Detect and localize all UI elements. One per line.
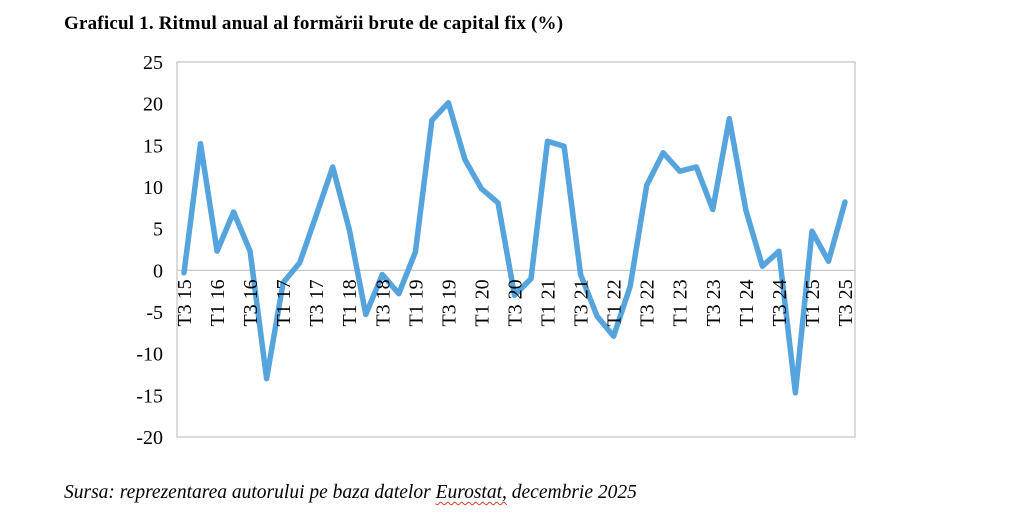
x-axis-tick-label: T1 23 xyxy=(670,279,692,326)
y-axis-tick-label: 10 xyxy=(143,177,163,199)
x-axis-tick-label: T1 25 xyxy=(802,279,824,326)
x-axis-tick-label: T3 22 xyxy=(637,279,659,326)
source-text-suffix: decembrie 2025 xyxy=(506,482,637,503)
plot-border xyxy=(176,61,856,438)
x-axis-tick-label: T3 18 xyxy=(372,279,394,326)
x-axis-tick-label: T3 21 xyxy=(571,279,593,326)
y-axis-tick-label: -10 xyxy=(136,344,163,366)
x-axis-tick-label: T1 19 xyxy=(405,279,427,326)
y-axis-tick-label: 0 xyxy=(153,260,163,282)
chart-title: Graficul 1. Ritmul anual al formării bru… xyxy=(64,13,564,34)
data-line xyxy=(181,100,848,396)
y-axis-tick-label: 15 xyxy=(143,135,163,157)
x-axis-tick-label: T3 24 xyxy=(769,279,791,326)
x-axis-tick-label: T3 17 xyxy=(306,279,328,326)
x-axis-tick-label: T3 25 xyxy=(835,279,857,326)
y-axis-tick-label: 20 xyxy=(143,94,163,116)
x-axis-tick-label: T1 17 xyxy=(273,279,295,326)
x-axis-tick-label: T1 18 xyxy=(339,279,361,326)
x-axis-tick-label: T3 15 xyxy=(174,279,196,326)
source-text-prefix: Sursa: reprezentarea autorului pe baza d… xyxy=(64,482,436,503)
x-axis-tick-label: T3 23 xyxy=(703,279,725,326)
x-axis-tick-label: T1 21 xyxy=(538,279,560,326)
x-axis-tick-label: T1 24 xyxy=(736,279,758,326)
x-axis-tick-label: T3 20 xyxy=(505,279,527,326)
y-axis-tick-label: 5 xyxy=(153,219,163,241)
y-axis-tick-label: -5 xyxy=(146,302,163,324)
x-axis-tick-label: T1 20 xyxy=(471,279,493,326)
source-eurostat-text: Eurostat, xyxy=(435,482,507,503)
x-axis-tick-label: T3 19 xyxy=(438,279,460,326)
y-axis-tick-label: -15 xyxy=(136,385,163,407)
y-axis-tick-label: -20 xyxy=(136,427,163,449)
y-axis-tick-label: 25 xyxy=(143,52,163,74)
x-axis-tick-label: T1 22 xyxy=(604,279,626,326)
source-note: Sursa: reprezentarea autorului pe baza d… xyxy=(64,482,637,504)
x-axis-tick-label: T3 16 xyxy=(240,279,262,326)
x-axis-tick-label: T1 16 xyxy=(207,279,229,326)
